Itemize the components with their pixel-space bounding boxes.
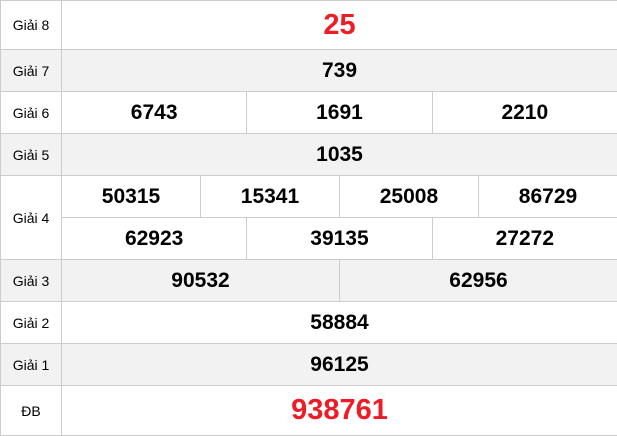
prize-number: 25: [60, 0, 617, 50]
prize-number: 6743: [60, 91, 248, 134]
row-giai-8: Giải 8 25: [0, 0, 617, 50]
prize-label: Giải 5: [0, 133, 62, 176]
prize-number: 96125: [60, 343, 617, 386]
prize-label: Giải 7: [0, 49, 62, 92]
prize-number: 1035: [60, 133, 617, 176]
prize-number: 27272: [431, 217, 617, 260]
row-giai-4-b: 62923 39135 27272: [1, 217, 617, 260]
prize-label: Giải 4: [0, 175, 62, 260]
prize-number: 86729: [477, 175, 617, 218]
row-giai-1: Giải 1 96125: [0, 343, 617, 386]
prize-number: 39135: [246, 217, 433, 260]
prize-number: 2210: [431, 91, 617, 134]
row-dac-biet: ĐB 938761: [0, 385, 617, 436]
prize-label: Giải 2: [0, 301, 62, 344]
prize-number: 62923: [60, 217, 248, 260]
special-prize-number: 938761: [60, 385, 617, 436]
prize-number: 15341: [199, 175, 340, 218]
row-giai-3: Giải 3 90532 62956: [0, 259, 617, 302]
prize-number: 58884: [60, 301, 617, 344]
row-giai-6: Giải 6 6743 1691 2210: [0, 91, 617, 134]
prize-label: ĐB: [0, 385, 62, 436]
prize-label: Giải 1: [0, 343, 62, 386]
prize-label: Giải 3: [0, 259, 62, 302]
prize-number: 62956: [338, 259, 617, 302]
row-giai-4: Giải 4 50315 15341 25008 86729: [0, 175, 617, 260]
prize-label: Giải 6: [0, 91, 62, 134]
prize-number: 1691: [246, 91, 433, 134]
prize-number: 50315: [61, 175, 201, 218]
prize-label: Giải 8: [0, 0, 62, 50]
row-giai-2: Giải 2 58884: [0, 301, 617, 344]
prize-number: 90532: [61, 259, 340, 302]
row-giai-7: Giải 7 739: [0, 49, 617, 92]
prize-number: 739: [60, 49, 617, 92]
prize-number: 25008: [338, 175, 479, 218]
row-giai-5: Giải 5 1035: [0, 133, 617, 176]
